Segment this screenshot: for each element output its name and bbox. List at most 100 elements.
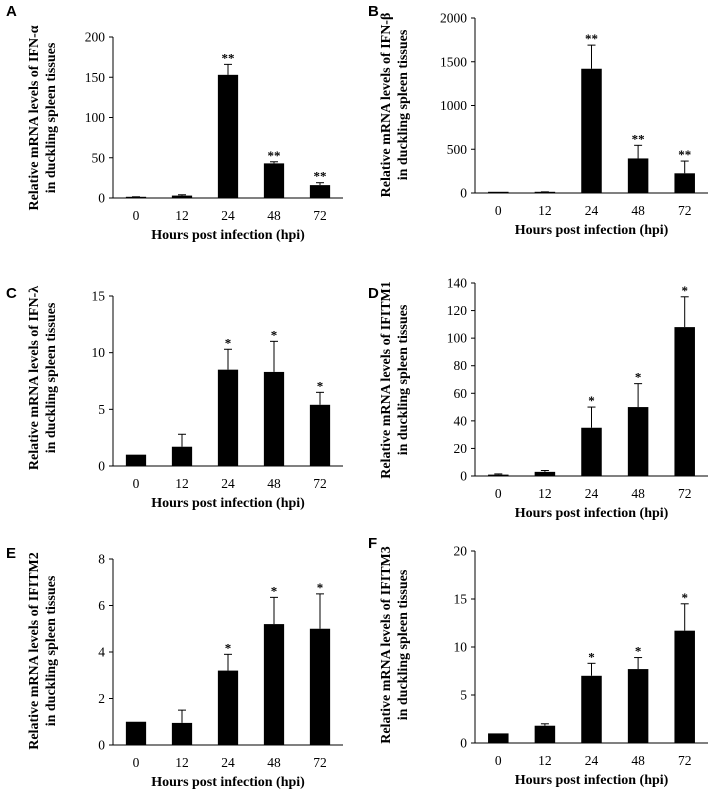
- significance-marker: **: [678, 147, 691, 162]
- y-tick-label: 60: [454, 386, 468, 401]
- panel-letter-c: C: [6, 285, 17, 302]
- significance-marker: *: [225, 335, 232, 350]
- panel-letter-e: E: [6, 545, 16, 562]
- bar-72hpi: [674, 173, 695, 193]
- x-tick-label: 24: [221, 755, 235, 770]
- panel-letter-b: B: [368, 3, 379, 20]
- bar-12hpi: [534, 191, 556, 193]
- y-tick-label: 0: [98, 459, 105, 474]
- bar-72hpi: [309, 404, 331, 466]
- bar-24hpi: [581, 68, 602, 193]
- y-tick-label: 500: [447, 142, 468, 157]
- y-axis-title-line: Relative mRNA levels of IFN-β: [379, 13, 394, 198]
- y-tick-label: 5: [460, 688, 467, 703]
- y-tick-label: 15: [454, 592, 468, 607]
- x-tick-label: 48: [267, 208, 281, 223]
- bar-72hpi: [674, 327, 695, 476]
- bar-72hpi: [674, 630, 695, 743]
- y-tick-label: 80: [454, 358, 468, 373]
- significance-marker: *: [271, 583, 278, 598]
- y-tick-label: 150: [85, 70, 106, 85]
- x-tick-label: 48: [267, 755, 281, 770]
- y-axis-title-line: in duckling spleen tissues: [44, 575, 59, 726]
- significance-marker: *: [635, 370, 642, 385]
- bar-48hpi: [627, 669, 649, 743]
- x-tick-label: 12: [175, 755, 189, 770]
- x-tick-label: 0: [495, 203, 502, 218]
- y-tick-label: 5: [98, 402, 105, 417]
- x-tick-label: 12: [538, 203, 552, 218]
- y-axis-title-line: in duckling spleen tissues: [396, 304, 411, 455]
- bar-12hpi: [171, 446, 193, 466]
- bar-24hpi: [581, 427, 602, 476]
- y-tick-label: 10: [92, 345, 106, 360]
- significance-marker: *: [588, 649, 595, 664]
- y-tick-label: 50: [92, 150, 106, 165]
- y-axis-title-line: in duckling spleen tissues: [44, 42, 59, 193]
- significance-marker: **: [585, 31, 598, 46]
- x-tick-label: 0: [495, 486, 502, 501]
- x-tick-label: 0: [133, 208, 140, 223]
- bar-72hpi: [309, 185, 331, 198]
- significance-marker: *: [635, 644, 642, 659]
- bar-12hpi: [171, 722, 193, 745]
- x-tick-label: 12: [538, 486, 552, 501]
- bar-0hpi: [125, 454, 147, 466]
- x-tick-label: 24: [221, 208, 235, 223]
- y-axis-title: Relative mRNA levels of IFITM1 in ducklin…: [379, 281, 411, 479]
- x-tick-label: 72: [678, 753, 692, 768]
- bar-48hpi: [627, 407, 649, 476]
- y-axis-title: Relative mRNA levels of IFN-λ in duckling…: [27, 286, 59, 470]
- panel-b: B 0 500 1000 1500 2000 0 12 ** 24 ** 48 ** 72 Hours po…: [368, 3, 708, 238]
- significance-marker: *: [317, 580, 324, 595]
- bar-12hpi: [534, 471, 556, 476]
- y-tick-label: 0: [98, 738, 105, 753]
- y-tick-label: 6: [98, 598, 105, 613]
- x-axis-title: Hours post infection (hpi): [515, 506, 669, 521]
- y-tick-label: 40: [454, 413, 468, 428]
- x-tick-label: 72: [678, 203, 692, 218]
- bar-24hpi: [217, 670, 239, 745]
- significance-marker: **: [632, 131, 645, 146]
- significance-marker: *: [225, 640, 232, 655]
- panel-f: F 0 5 10 15 20 0 12 * 24 * 48 * 72 Hours post infectio…: [368, 535, 708, 788]
- x-axis-title: Hours post infection (hpi): [515, 773, 669, 788]
- significance-marker: *: [317, 378, 324, 393]
- y-axis-title: Relative mRNA levels of IFITM2 in ducklin…: [27, 552, 59, 750]
- significance-marker: *: [271, 327, 278, 342]
- y-tick-label: 0: [460, 736, 467, 751]
- y-tick-label: 10: [454, 640, 468, 655]
- y-tick-label: 0: [460, 469, 467, 484]
- y-axis-title: Relative mRNA levels of IFITM3 in ducklin…: [379, 546, 411, 744]
- x-tick-label: 12: [175, 476, 189, 491]
- significance-marker: *: [681, 590, 688, 605]
- x-tick-label: 0: [495, 753, 502, 768]
- y-tick-label: 0: [98, 191, 105, 206]
- y-axis-title-line: in duckling spleen tissues: [396, 29, 411, 180]
- x-tick-label: 24: [585, 486, 599, 501]
- significance-marker: *: [588, 393, 595, 408]
- x-tick-label: 48: [631, 203, 645, 218]
- bar-0hpi: [125, 196, 147, 198]
- x-tick-label: 72: [313, 476, 327, 491]
- bar-24hpi: [217, 369, 239, 466]
- panel-letter-a: A: [6, 3, 17, 20]
- x-tick-label: 0: [133, 476, 140, 491]
- panel-letter-d: D: [368, 285, 379, 302]
- x-axis-title: Hours post infection (hpi): [151, 496, 305, 511]
- y-tick-label: 2000: [440, 11, 467, 26]
- bar-0hpi: [488, 733, 509, 743]
- x-tick-label: 24: [585, 203, 599, 218]
- bar-24hpi: [581, 675, 602, 743]
- y-axis-title-line: Relative mRNA levels of IFN-λ: [27, 286, 42, 470]
- y-tick-label: 4: [98, 645, 105, 660]
- significance-marker: **: [222, 50, 235, 65]
- x-axis-title: Hours post infection (hpi): [151, 775, 305, 790]
- significance-marker: **: [314, 169, 327, 184]
- y-axis-title-line: in duckling spleen tissues: [44, 302, 59, 453]
- x-tick-label: 48: [631, 486, 645, 501]
- x-tick-label: 12: [175, 208, 189, 223]
- x-tick-label: 24: [585, 753, 599, 768]
